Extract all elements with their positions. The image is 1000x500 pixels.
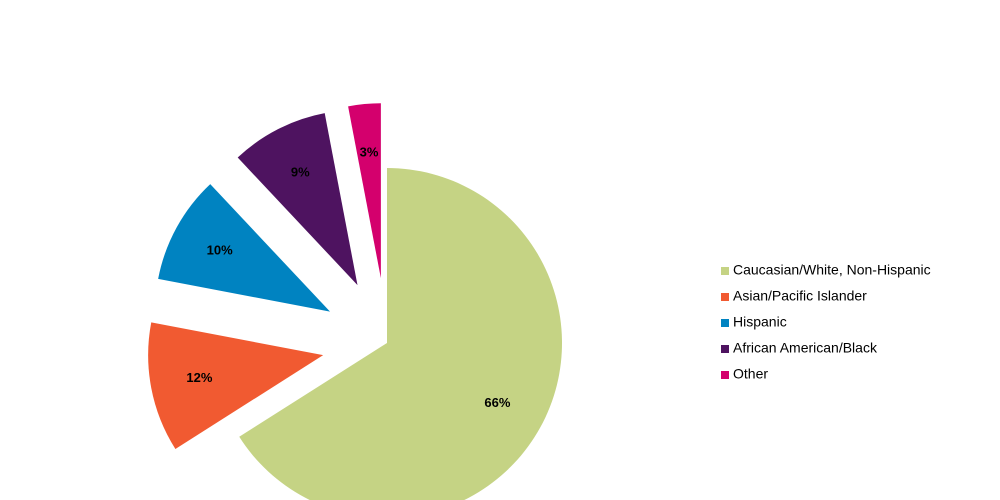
pie-slice	[158, 184, 331, 312]
data-label: 9%	[291, 164, 310, 179]
legend-label: Asian/Pacific Islander	[733, 288, 867, 304]
legend-label: African American/Black	[733, 340, 878, 356]
legend-swatch	[721, 267, 729, 275]
legend-label: Hispanic	[733, 314, 787, 330]
legend-label: Caucasian/White, Non-Hispanic	[733, 262, 931, 278]
pie-slice	[239, 168, 563, 500]
data-label: 3%	[360, 144, 379, 159]
legend-swatch	[721, 293, 729, 301]
legend-swatch	[721, 371, 729, 379]
data-label: 12%	[186, 370, 212, 385]
pie-slice	[348, 103, 381, 279]
legend-swatch	[721, 319, 729, 327]
legend-swatch	[721, 345, 729, 353]
legend-label: Other	[733, 366, 768, 382]
pie-slice	[148, 322, 324, 449]
data-label: 10%	[207, 242, 233, 257]
data-label: 66%	[484, 395, 510, 410]
pie-slice	[237, 113, 358, 286]
